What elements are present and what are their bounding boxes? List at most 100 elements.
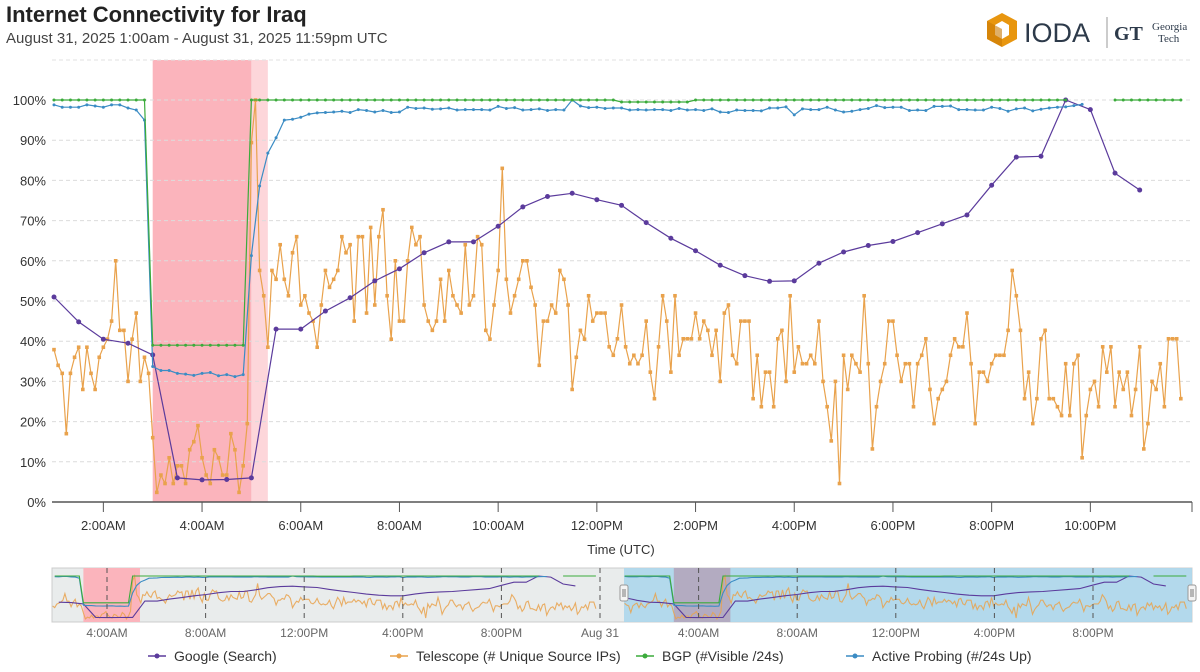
navigator-telescope-line	[52, 573, 597, 621]
bgp-point	[134, 98, 138, 102]
bgp-point	[323, 98, 327, 102]
date-range-subtitle: August 31, 2025 1:00am - August 31, 2025…	[6, 30, 388, 47]
probing-point	[373, 110, 377, 114]
telescope-point	[208, 481, 213, 486]
telescope-point	[1014, 293, 1019, 298]
telescope-point	[998, 353, 1002, 358]
bgp-point	[463, 98, 467, 102]
probing-point	[554, 108, 558, 112]
legend-marker-icon	[154, 653, 160, 659]
bgp-point	[332, 98, 336, 102]
telescope-point	[212, 447, 217, 452]
telescope-point	[796, 345, 801, 349]
telescope-point	[747, 319, 751, 323]
telescope-point	[973, 421, 977, 426]
google-point	[322, 308, 328, 314]
probing-point	[167, 369, 171, 373]
bgp-point	[439, 98, 443, 102]
bgp-point	[365, 98, 369, 102]
telescope-point	[669, 370, 673, 374]
bgp-point	[430, 98, 434, 102]
telescope-point	[915, 361, 920, 366]
telescope-point	[1100, 345, 1105, 349]
telescope-point	[714, 328, 718, 333]
telescope-point	[385, 293, 389, 298]
navigator-probing-line	[54, 575, 547, 607]
x-tick-label: 8:00PM	[969, 518, 1014, 533]
x-tick-label: 4:00AM	[180, 518, 225, 533]
legend-item-telescope[interactable]: Telescope (# Unique Source IPs)	[390, 648, 621, 664]
telescope-point	[907, 361, 912, 366]
bgp-point	[800, 98, 804, 102]
google-point	[396, 266, 402, 272]
telescope-point	[220, 473, 225, 477]
telescope-point	[648, 370, 653, 374]
probing-point	[60, 105, 64, 109]
bgp-point	[644, 100, 648, 104]
telescope-point	[780, 328, 784, 333]
telescope-point	[1047, 396, 1052, 401]
probing-point	[751, 108, 755, 112]
bgp-point	[85, 98, 89, 102]
telescope-point	[249, 140, 254, 145]
telescope-point	[928, 387, 932, 392]
axes: 0% 10% 20% 30% 40% 50% 60% 70% 80% 90% 100% 2:00AM 4…	[13, 93, 1193, 533]
bgp-point	[101, 98, 105, 102]
telescope-point	[808, 353, 813, 358]
probing-point	[1006, 109, 1010, 113]
telescope-point	[788, 293, 792, 298]
probing-point	[1047, 106, 1051, 110]
telescope-point	[1006, 328, 1010, 333]
google-point	[248, 475, 254, 481]
bgp-point	[990, 98, 994, 102]
series-bgp	[52, 98, 1183, 347]
legend-item-google[interactable]: Google (Search)	[148, 648, 277, 664]
x-tick-label: 8:00AM	[377, 518, 422, 533]
legend-item-bgp[interactable]: BGP (#Visible /24s)	[636, 648, 784, 664]
probing-point	[957, 108, 961, 112]
bgp-point	[973, 98, 977, 102]
google-point	[298, 326, 304, 332]
probing-point	[776, 106, 780, 110]
navigator-handle-left[interactable]	[619, 584, 629, 602]
telescope-point	[800, 361, 805, 366]
probing-point	[406, 105, 410, 109]
probing-point	[735, 108, 739, 112]
telescope-point	[1067, 413, 1072, 418]
telescope-point	[845, 387, 850, 392]
telescope-point	[1088, 387, 1093, 392]
telescope-point	[471, 293, 476, 298]
series-probing	[52, 98, 1084, 379]
probing-point	[488, 108, 492, 112]
telescope-point	[1051, 396, 1056, 401]
google-point	[1038, 153, 1044, 159]
navigator-handle-right[interactable]	[1187, 584, 1197, 602]
telescope-point	[738, 319, 743, 323]
navigator[interactable]: 4:00AM 8:00AM 12:00PM 4:00PM 8:00PM Aug 31 4:0…	[51, 567, 1197, 640]
probing-point	[899, 105, 903, 109]
telescope-point	[882, 361, 887, 366]
ioda-hexagon-icon	[987, 13, 1017, 47]
google-point	[470, 239, 476, 245]
telescope-point	[586, 293, 591, 298]
legend-item-probing[interactable]: Active Probing (#/24s Up)	[846, 648, 1032, 664]
telescope-point	[393, 259, 398, 263]
gt-mark: GT	[1114, 23, 1144, 45]
telescope-point	[315, 345, 319, 350]
telescope-point	[76, 345, 81, 350]
telescope-point	[335, 268, 340, 273]
bgp-point	[258, 98, 262, 102]
telescope-point	[862, 293, 866, 298]
telescope-point	[298, 303, 303, 307]
google-point	[717, 262, 723, 268]
telescope-point	[64, 431, 69, 436]
navigator-tick-label: 8:00AM	[185, 626, 226, 640]
telescope-point	[167, 455, 171, 460]
telescope-point	[590, 319, 595, 323]
telescope-point	[475, 234, 480, 239]
telescope-point	[196, 423, 200, 428]
bgp-point	[1047, 98, 1051, 102]
bgp-point	[471, 98, 475, 102]
google-point	[841, 249, 847, 255]
bgp-point	[932, 98, 936, 102]
